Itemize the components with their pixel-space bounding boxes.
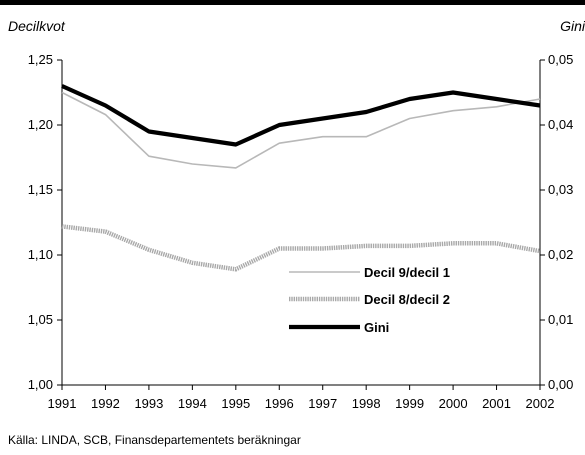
x-tick-label: 1992 bbox=[91, 396, 120, 411]
left-tick-label: 1,20 bbox=[28, 117, 53, 132]
x-tick-label: 1996 bbox=[265, 396, 294, 411]
legend: Decil 9/decil 1 Decil 8/decil 2 Gini bbox=[289, 265, 450, 335]
right-axis-title: Gini bbox=[560, 18, 585, 34]
right-tick-label: 0,02 bbox=[548, 247, 573, 262]
axes: 1,00 1,05 1,10 1,15 1,20 1,25 0,00 0,01 0,02 0,03… bbox=[28, 52, 574, 411]
left-tick-label: 1,25 bbox=[28, 52, 53, 67]
right-tick-label: 0,01 bbox=[548, 312, 573, 327]
x-tick-label: 2002 bbox=[526, 396, 555, 411]
right-tick-label: 0,00 bbox=[548, 377, 573, 392]
x-tick-label: 2000 bbox=[439, 396, 468, 411]
source-note: Källa: LINDA, SCB, Finansdepartementets … bbox=[8, 433, 301, 447]
legend-label-2: Decil 8/decil 2 bbox=[364, 292, 450, 307]
x-tick-label: 1999 bbox=[395, 396, 424, 411]
left-tick-label: 1,10 bbox=[28, 247, 53, 262]
left-tick-label: 1,15 bbox=[28, 182, 53, 197]
legend-label-1: Decil 9/decil 1 bbox=[364, 265, 450, 280]
x-tick-label: 1995 bbox=[221, 396, 250, 411]
x-tick-label: 1997 bbox=[308, 396, 337, 411]
series-line-3 bbox=[61, 84, 541, 147]
x-tick-label: 2001 bbox=[482, 396, 511, 411]
right-tick-label: 0,03 bbox=[548, 182, 573, 197]
right-tick-label: 0,05 bbox=[548, 52, 573, 67]
legend-label-3: Gini bbox=[364, 320, 389, 335]
series-group bbox=[61, 84, 541, 272]
x-tick-label: 1994 bbox=[178, 396, 207, 411]
series-line-2 bbox=[61, 224, 541, 272]
series-line-1 bbox=[61, 91, 541, 169]
top-rule bbox=[0, 0, 585, 5]
x-tick-label: 1998 bbox=[352, 396, 381, 411]
right-tick-label: 0,04 bbox=[548, 117, 573, 132]
x-tick-label: 1991 bbox=[48, 396, 77, 411]
left-axis-title: Decilkvot bbox=[8, 18, 66, 34]
x-tick-label: 1993 bbox=[134, 396, 163, 411]
left-tick-label: 1,00 bbox=[28, 377, 53, 392]
left-tick-label: 1,05 bbox=[28, 312, 53, 327]
